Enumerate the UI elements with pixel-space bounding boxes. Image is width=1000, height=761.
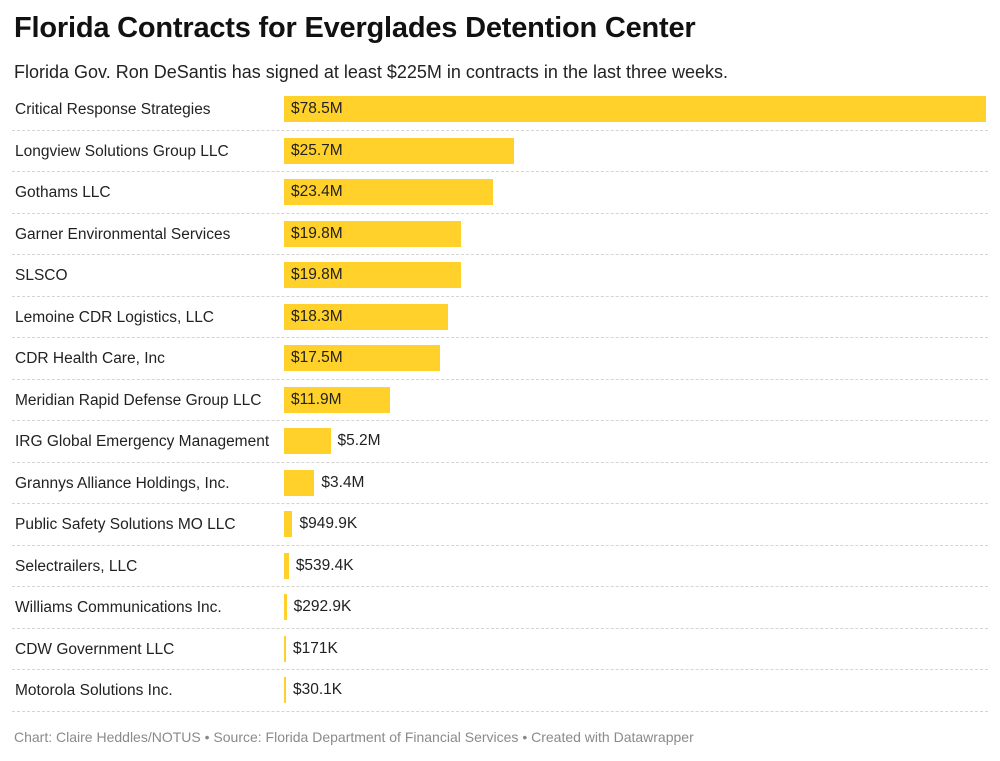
bar bbox=[284, 594, 287, 620]
category-label: Meridian Rapid Defense Group LLC bbox=[15, 391, 262, 409]
value-label: $539.4K bbox=[295, 556, 354, 574]
bar bbox=[284, 469, 315, 496]
bar bbox=[284, 220, 462, 247]
bar-row: Gothams LLC $23.4M bbox=[0, 172, 1000, 214]
category-label: Gothams LLC bbox=[15, 184, 111, 201]
row-separator bbox=[12, 129, 988, 131]
bar bbox=[284, 386, 391, 413]
bar bbox=[284, 428, 331, 454]
bar-row: Critical Response Strategies $78.5M bbox=[0, 89, 1000, 131]
row-separator bbox=[12, 544, 988, 546]
value-label: $19.8M bbox=[291, 224, 343, 242]
value-label: $949.9K bbox=[299, 515, 358, 532]
row-separator bbox=[12, 627, 988, 629]
bar bbox=[284, 635, 286, 662]
row-separator bbox=[12, 420, 988, 421]
row-separator bbox=[12, 378, 988, 380]
category-label: Public Safety Solutions MO LLC bbox=[15, 516, 236, 533]
category-label: Selectrailers, LLC bbox=[15, 557, 138, 575]
bar-chart: Critical Response Strategies $78.5M Longvi… bbox=[0, 89, 1000, 712]
value-label: $78.5M bbox=[291, 100, 343, 117]
bar-row: IRG Global Emergency Management $5.2M bbox=[0, 421, 1000, 463]
category-label: CDR Health Care, Inc bbox=[15, 350, 165, 367]
category-label: CDW Government LLC bbox=[15, 640, 175, 658]
value-label: $19.8M bbox=[291, 266, 343, 283]
row-separator bbox=[12, 503, 988, 504]
bar bbox=[284, 96, 986, 122]
bar-row: Williams Communications Inc. $292.9K bbox=[0, 587, 1000, 629]
row-separator bbox=[12, 586, 988, 587]
bar bbox=[284, 179, 494, 205]
value-label: $171K bbox=[293, 639, 338, 657]
bar-row: Grannys Alliance Holdings, Inc. $3.4M bbox=[0, 463, 1000, 504]
row-separator bbox=[12, 212, 988, 214]
chart-footer-credit: Chart: Claire Heddles/NOTUS • Source: Fl… bbox=[14, 729, 694, 745]
value-label: $25.7M bbox=[291, 141, 343, 159]
category-label: SLSCO bbox=[15, 267, 68, 284]
row-separator bbox=[12, 461, 988, 463]
bar-row: Longview Solutions Group LLC $25.7M bbox=[0, 131, 1000, 172]
row-separator bbox=[12, 254, 988, 255]
category-label: Critical Response Strategies bbox=[15, 101, 211, 118]
bar bbox=[284, 303, 448, 330]
category-label: Garner Environmental Services bbox=[15, 225, 231, 243]
chart-title: Florida Contracts for Everglades Detenti… bbox=[14, 12, 696, 44]
row-separator bbox=[12, 669, 988, 670]
category-label: Lemoine CDR Logistics, LLC bbox=[15, 308, 215, 326]
bar bbox=[284, 345, 441, 371]
bar-row: Garner Environmental Services $19.8M bbox=[0, 214, 1000, 255]
bar bbox=[284, 511, 293, 537]
bar bbox=[284, 677, 286, 703]
bar-row: CDR Health Care, Inc $17.5M bbox=[0, 338, 1000, 380]
category-label: Motorola Solutions Inc. bbox=[15, 682, 173, 699]
bar-row: Meridian Rapid Defense Group LLC $11.9M bbox=[0, 380, 1000, 421]
value-label: $17.5M bbox=[291, 349, 343, 366]
value-label: $3.4M bbox=[321, 473, 365, 491]
category-label: Longview Solutions Group LLC bbox=[15, 142, 229, 160]
category-label: Grannys Alliance Holdings, Inc. bbox=[15, 474, 230, 492]
category-label: IRG Global Emergency Management bbox=[15, 433, 270, 450]
value-label: $23.4M bbox=[291, 183, 343, 200]
row-separator bbox=[12, 171, 988, 172]
bar-row: CDW Government LLC $171K bbox=[0, 629, 1000, 670]
bar bbox=[284, 137, 514, 164]
value-label: $292.9K bbox=[293, 598, 352, 615]
category-label: Williams Communications Inc. bbox=[15, 599, 222, 616]
row-separator bbox=[12, 295, 988, 297]
bar bbox=[284, 262, 462, 288]
row-separator bbox=[12, 710, 988, 712]
chart-subtitle: Florida Gov. Ron DeSantis has signed at … bbox=[14, 62, 729, 82]
value-label: $18.3M bbox=[291, 307, 343, 325]
value-label: $11.9M bbox=[291, 390, 342, 408]
bar-row: Public Safety Solutions MO LLC $949.9K bbox=[0, 504, 1000, 546]
bar-row: SLSCO $19.8M bbox=[0, 255, 1000, 297]
value-label: $30.1K bbox=[293, 681, 343, 698]
row-separator bbox=[12, 337, 988, 338]
bar-row: Motorola Solutions Inc. $30.1K bbox=[0, 670, 1000, 712]
bar bbox=[284, 552, 289, 579]
bar-row: Lemoine CDR Logistics, LLC $18.3M bbox=[0, 297, 1000, 338]
value-label: $5.2M bbox=[337, 432, 381, 449]
bar-row: Selectrailers, LLC $539.4K bbox=[0, 546, 1000, 587]
